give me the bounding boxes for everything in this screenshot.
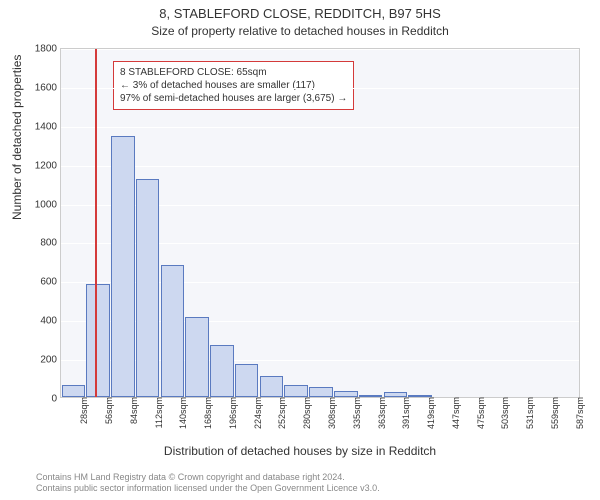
y-tick-label: 1800: [35, 44, 61, 55]
footer-line-1: Contains HM Land Registry data © Crown c…: [36, 472, 380, 483]
y-tick-label: 1600: [35, 82, 61, 93]
x-tick-label: 140sqm: [176, 397, 188, 429]
histogram-bar: [309, 387, 333, 397]
x-tick-label: 335sqm: [350, 397, 362, 429]
x-tick-label: 168sqm: [201, 397, 213, 429]
y-tick-label: 400: [40, 316, 61, 327]
annotation-line-3: 97% of semi-detached houses are larger (…: [120, 92, 347, 105]
x-tick-label: 531sqm: [523, 397, 535, 429]
x-tick-label: 308sqm: [325, 397, 337, 429]
x-tick-label: 28sqm: [77, 397, 89, 424]
x-tick-label: 56sqm: [102, 397, 114, 424]
marker-line: [95, 49, 97, 397]
histogram-bar: [260, 376, 284, 397]
y-tick-label: 600: [40, 277, 61, 288]
histogram-bar: [161, 265, 185, 397]
y-tick-label: 1400: [35, 121, 61, 132]
histogram-bar: [185, 317, 209, 397]
x-tick-label: 559sqm: [548, 397, 560, 429]
x-tick-label: 252sqm: [275, 397, 287, 429]
annotation-line-2: ← 3% of detached houses are smaller (117…: [120, 79, 347, 92]
gridline: [61, 127, 579, 128]
x-tick-label: 224sqm: [251, 397, 263, 429]
histogram-bar: [210, 345, 234, 398]
y-tick-label: 1000: [35, 199, 61, 210]
x-tick-label: 280sqm: [300, 397, 312, 429]
x-axis-label: Distribution of detached houses by size …: [0, 444, 600, 458]
x-tick-label: 447sqm: [449, 397, 461, 429]
chart-title-sub: Size of property relative to detached ho…: [0, 24, 600, 38]
x-tick-label: 84sqm: [127, 397, 139, 424]
gridline: [61, 88, 579, 89]
y-tick-label: 200: [40, 355, 61, 366]
x-tick-label: 475sqm: [474, 397, 486, 429]
histogram-bar: [235, 364, 259, 397]
gridline: [61, 49, 579, 50]
gridline: [61, 166, 579, 167]
x-tick-label: 391sqm: [399, 397, 411, 429]
annotation-box: 8 STABLEFORD CLOSE: 65sqm ← 3% of detach…: [113, 61, 354, 110]
x-tick-label: 112sqm: [152, 397, 164, 428]
y-tick-label: 800: [40, 238, 61, 249]
histogram-bar: [284, 385, 308, 397]
x-tick-label: 419sqm: [424, 397, 436, 429]
plot-area: 8 STABLEFORD CLOSE: 65sqm ← 3% of detach…: [60, 48, 580, 398]
annotation-line-1: 8 STABLEFORD CLOSE: 65sqm: [120, 66, 347, 79]
footer-attribution: Contains HM Land Registry data © Crown c…: [36, 472, 380, 494]
x-tick-label: 503sqm: [498, 397, 510, 429]
histogram-bar: [62, 385, 86, 397]
x-tick-label: 196sqm: [226, 397, 238, 429]
x-tick-label: 587sqm: [573, 397, 585, 429]
histogram-bar: [86, 284, 110, 397]
chart-container: 8, STABLEFORD CLOSE, REDDITCH, B97 5HS S…: [0, 0, 600, 500]
y-tick-label: 0: [51, 394, 61, 405]
y-tick-label: 1200: [35, 160, 61, 171]
histogram-bar: [136, 179, 160, 397]
histogram-bar: [111, 136, 135, 397]
x-tick-label: 363sqm: [375, 397, 387, 429]
y-axis-label: Number of detached properties: [10, 55, 24, 220]
footer-line-2: Contains public sector information licen…: [36, 483, 380, 494]
chart-title-main: 8, STABLEFORD CLOSE, REDDITCH, B97 5HS: [0, 6, 600, 21]
